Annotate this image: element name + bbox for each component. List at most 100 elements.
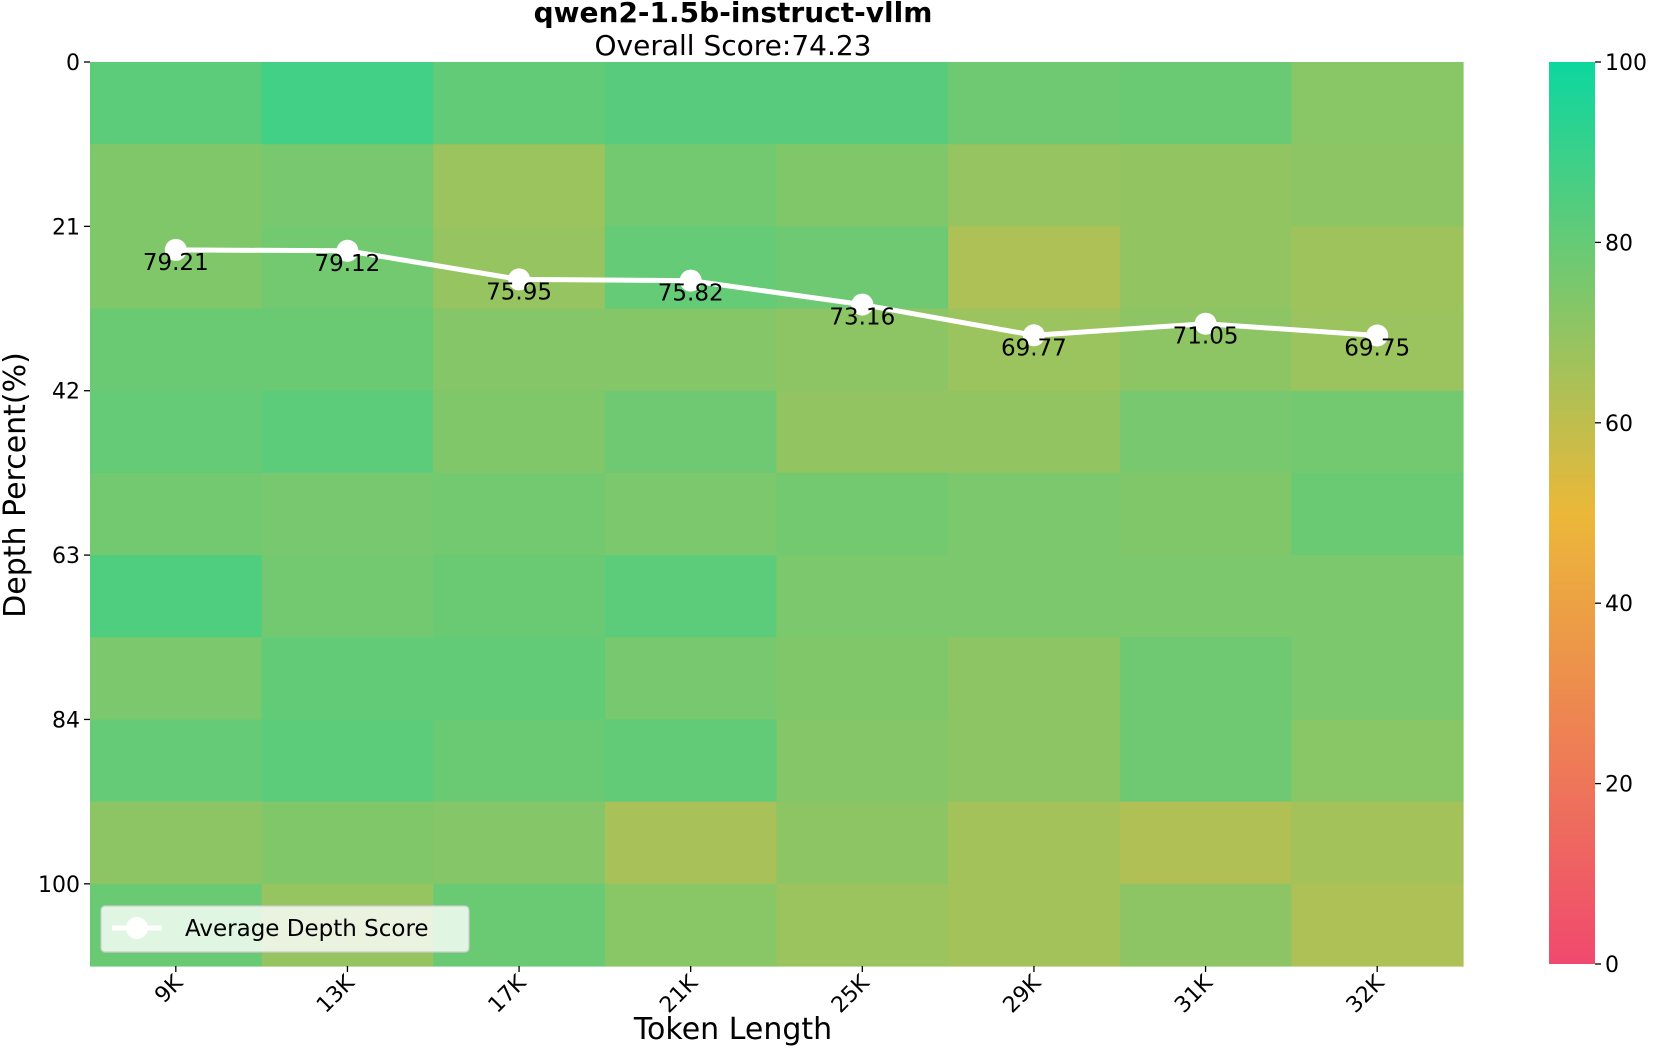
average-depth-point: [1366, 324, 1389, 347]
heatmap-cell: [261, 637, 434, 721]
average-depth-label: 79.21: [143, 250, 209, 276]
heatmap-cell: [1119, 226, 1292, 310]
heatmap-cell: [604, 144, 778, 227]
heatmap-cell: [604, 719, 778, 803]
x-axis-title: Token Length: [633, 1012, 832, 1047]
heatmap-cell: [1291, 308, 1464, 392]
heatmap-cell: [604, 555, 778, 638]
heatmap-cell: [604, 801, 778, 885]
legend-box: [100, 905, 470, 953]
heatmap-cell: [433, 308, 606, 392]
heatmap-cell: [604, 883, 778, 967]
heatmap-cell: [433, 719, 606, 803]
heatmap-cell: [433, 472, 606, 556]
y-axis-title: Depth Percent(%): [0, 352, 33, 618]
average-depth-point: [851, 293, 874, 316]
heatmap-cell: [1119, 144, 1292, 227]
x-axis-ticks: 9K 13K 17K 21K 25K 29K 31K 32K: [150, 966, 1390, 1018]
heatmap-cell: [604, 226, 778, 310]
colorbar-tick-label: 0: [1605, 953, 1619, 978]
heatmap-cell: [604, 308, 778, 392]
colorbar: [1549, 62, 1595, 964]
heatmap-cell: [261, 555, 434, 638]
heatmap-cell: [261, 472, 434, 556]
heatmap-cell: [433, 390, 606, 474]
average-depth-point: [508, 268, 531, 291]
average-depth-line: [175, 247, 1378, 338]
heatmap-cell: [776, 308, 949, 392]
heatmap-cell: [1119, 801, 1292, 885]
heatmap-cell: [604, 390, 778, 474]
heatmap-cell: [261, 390, 434, 474]
heatmap-cell: [1291, 883, 1464, 967]
heatmap-cell: [604, 472, 778, 556]
heatmap-cell: [1119, 62, 1292, 145]
heatmap-cell: [1291, 62, 1464, 145]
y-tick-label: 0: [66, 51, 80, 76]
y-tick-label: 84: [52, 708, 80, 733]
heatmap-cell: [1291, 719, 1464, 803]
average-depth-label: 73.16: [829, 305, 895, 331]
colorbar-tick-label: 100: [1605, 51, 1647, 76]
average-depth-label: 69.77: [1001, 335, 1067, 361]
average-depth-label: 75.82: [658, 281, 724, 307]
colorbar-ticks: 0 20 40 60 80 100: [1595, 51, 1647, 978]
x-tick-label: 9K: [150, 970, 188, 1008]
heatmap-cell: [948, 883, 1121, 967]
heatmap-cell: [776, 555, 949, 638]
heatmap-cell: [1119, 719, 1292, 803]
heatmap-cells: [90, 62, 1464, 967]
heatmap-cell: [948, 308, 1121, 392]
average-depth-point: [336, 239, 359, 262]
y-tick-label: 42: [52, 380, 80, 405]
x-tick-label: 17K: [484, 970, 532, 1018]
chart-title: qwen2-1.5b-instruct-vllm: [534, 0, 933, 29]
heatmap-cell: [90, 308, 263, 392]
legend-label: Average Depth Score: [185, 916, 429, 942]
heatmap-cell: [90, 719, 263, 803]
legend-marker-swatch: [126, 917, 148, 939]
heatmap-cell: [90, 637, 263, 721]
average-depth-label: 79.12: [314, 251, 380, 277]
heatmap-cell: [948, 62, 1121, 145]
heatmap-cell: [1119, 883, 1292, 967]
x-tick-label: 32K: [1342, 970, 1390, 1018]
x-tick-label: 25K: [827, 970, 875, 1018]
x-tick-label: 13K: [312, 970, 360, 1018]
y-axis-ticks: 0 21 42 63 84 100: [38, 51, 90, 898]
heatmap-cell: [948, 719, 1121, 803]
heatmap-cell: [948, 801, 1121, 885]
heatmap-cell: [948, 226, 1121, 310]
heatmap-cell: [261, 719, 434, 803]
heatmap-cell: [776, 62, 949, 145]
average-depth-series: 79.21 79.12 75.95 75.82 73.16 69.77 71.05 69.75: [143, 238, 1410, 362]
average-depth-label: 71.05: [1173, 324, 1239, 350]
heatmap-cell: [90, 62, 263, 145]
chart-subtitle: Overall Score:74.23: [595, 29, 872, 62]
heatmap-cell: [261, 801, 434, 885]
colorbar-tick-label: 60: [1605, 412, 1633, 437]
heatmap-cell: [90, 390, 263, 474]
y-tick-label: 21: [52, 215, 80, 240]
y-tick-label: 63: [52, 544, 80, 569]
heatmap-cell: [1291, 801, 1464, 885]
heatmap-cell: [261, 62, 434, 145]
heatmap-cell: [948, 637, 1121, 721]
heatmap-cell: [90, 144, 263, 227]
heatmap-cell: [433, 555, 606, 638]
heatmap-cell: [1291, 637, 1464, 721]
heatmap-cell: [776, 637, 949, 721]
heatmap-cell: [1291, 472, 1464, 556]
colorbar-tick-label: 80: [1605, 231, 1633, 256]
heatmap-cell: [776, 719, 949, 803]
heatmap-cell: [1119, 390, 1292, 474]
average-depth-point: [679, 269, 702, 292]
heatmap-cell: [604, 637, 778, 721]
heatmap-cell: [604, 62, 778, 145]
heatmap-cell: [948, 555, 1121, 638]
colorbar-tick-label: 20: [1605, 773, 1633, 798]
heatmap-cell: [776, 801, 949, 885]
heatmap-cell: [776, 390, 949, 474]
heatmap-cell: [433, 801, 606, 885]
